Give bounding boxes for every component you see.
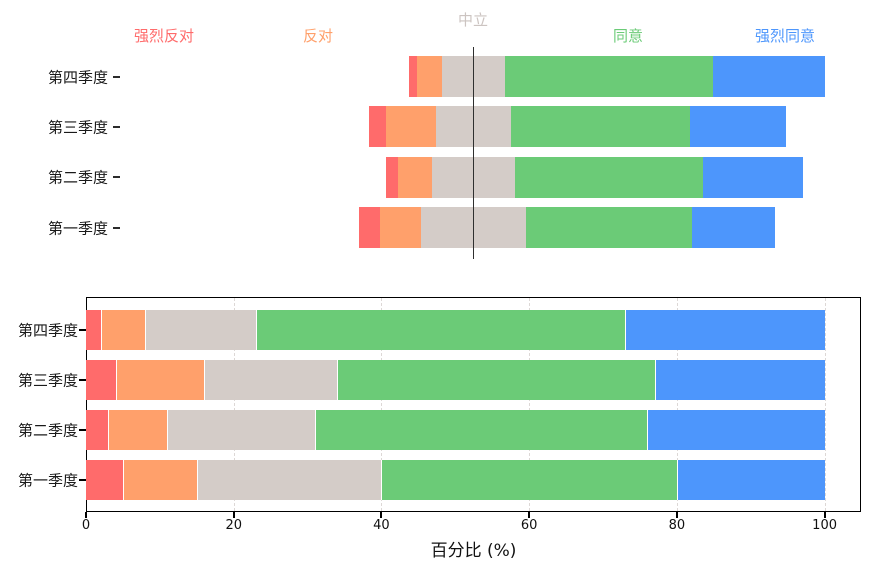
bar-segment-强烈同意: [702, 156, 803, 198]
x-tick-mark: [380, 512, 383, 518]
bar-segment-同意: [515, 156, 703, 198]
category-tick-mark: [113, 176, 120, 179]
category-tick-mark: [113, 75, 120, 78]
y-tick-mark: [79, 329, 86, 331]
category-tick-mark: [113, 226, 120, 229]
y-tick-mark: [79, 479, 86, 481]
category-label: 第三季度: [47, 118, 108, 137]
gridline-x-60: [529, 298, 531, 511]
legend-item-5: 强烈同意: [754, 27, 816, 45]
legend-item-1: 强烈反对: [133, 27, 195, 45]
bar-segment-强烈反对: [386, 156, 399, 198]
y-tick-mark: [79, 379, 86, 381]
bar-segment-强烈反对: [86, 310, 101, 350]
x-tick-label: 80: [668, 518, 686, 533]
bar-segment-强烈同意: [692, 207, 776, 249]
bar-segment-反对: [398, 156, 432, 198]
bar-segment-强烈同意: [676, 460, 825, 500]
neutral-center-line: [472, 47, 475, 259]
likert-bar-row: [408, 56, 826, 97]
bar-segment-同意: [337, 360, 655, 400]
bar-segment-反对: [115, 360, 205, 400]
likert-bar-row: [358, 207, 776, 249]
bar-segment-反对: [108, 410, 168, 450]
y-tick-mark: [79, 429, 86, 431]
x-tick-label: 60: [520, 518, 538, 533]
bar-segment-同意: [314, 410, 648, 450]
x-tick-label: 40: [373, 518, 390, 533]
bar-segment-同意: [255, 310, 626, 350]
bar-segment-反对: [417, 56, 443, 97]
bar-segment-强烈同意: [625, 310, 825, 350]
x-tick-mark: [85, 512, 87, 518]
bar-segment-同意: [510, 106, 691, 148]
category-label: 第二季度: [17, 421, 78, 440]
category-label: 第一季度: [47, 219, 108, 238]
x-tick-label: 20: [225, 518, 242, 533]
bar-segment-中立: [145, 310, 256, 350]
bar-segment-同意: [525, 207, 693, 249]
bar-segment-强烈同意: [654, 360, 825, 400]
category-label: 第四季度: [17, 321, 78, 340]
x-tick-mark: [823, 512, 826, 518]
bar-segment-同意: [504, 56, 714, 97]
category-label: 第一季度: [17, 471, 78, 490]
bar-segment-强烈同意: [647, 410, 825, 450]
x-tick-mark: [675, 512, 678, 518]
legend-item-3: 中立: [457, 11, 489, 29]
gridline-x-20: [233, 298, 235, 511]
x-tick-label: 0: [81, 518, 91, 533]
bar-segment-同意: [381, 460, 677, 500]
bar-segment-强烈反对: [86, 360, 116, 400]
gridline-x-100: [824, 298, 826, 511]
category-label: 第三季度: [17, 371, 78, 390]
x-tick-mark: [232, 512, 235, 518]
x-tick-mark: [528, 512, 531, 518]
bar-segment-强烈反对: [86, 410, 109, 450]
stacked-bar-row: [86, 460, 825, 500]
bar-segment-中立: [196, 460, 382, 500]
bar-segment-中立: [204, 360, 338, 400]
stacked-bar-row: [86, 360, 825, 400]
legend-item-2: 反对: [302, 27, 334, 45]
stacked-bar-row: [86, 410, 825, 450]
likert-bar-row: [386, 156, 803, 198]
legend-item-4: 同意: [612, 27, 644, 45]
bar-segment-反对: [379, 207, 422, 249]
bar-segment-强烈同意: [690, 106, 786, 148]
category-tick-mark: [113, 125, 120, 128]
category-label: 第二季度: [47, 168, 108, 187]
bar-segment-强烈反对: [369, 106, 386, 148]
stacked-bar-row: [86, 310, 825, 350]
bar-segment-强烈反对: [408, 56, 418, 97]
gridline-x-40: [381, 298, 383, 511]
bar-segment-反对: [100, 310, 146, 350]
bar-segment-强烈同意: [713, 56, 826, 97]
bar-segment-强烈反对: [86, 460, 123, 500]
x-axis-label: 百分比 (%): [430, 541, 517, 561]
likert-bar-row: [369, 106, 786, 148]
bar-segment-反对: [386, 106, 436, 148]
gridline-x-80: [676, 298, 678, 511]
bar-segment-强烈反对: [358, 207, 380, 249]
bar-segment-反对: [122, 460, 197, 500]
x-tick-label: 100: [812, 518, 838, 533]
bar-segment-中立: [167, 410, 315, 450]
category-label: 第四季度: [47, 68, 108, 86]
